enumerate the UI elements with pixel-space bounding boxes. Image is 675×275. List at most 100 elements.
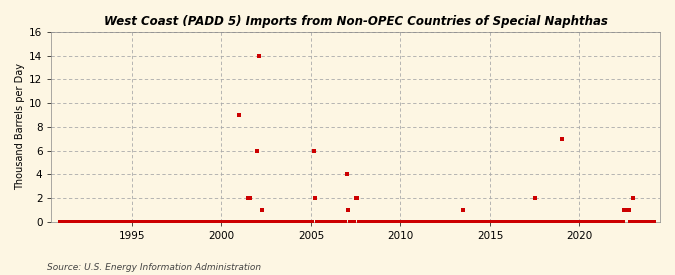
Point <box>507 219 518 224</box>
Point <box>259 219 270 224</box>
Point <box>465 219 476 224</box>
Point <box>495 219 506 224</box>
Point <box>338 219 349 224</box>
Point <box>635 219 646 224</box>
Point <box>234 113 245 117</box>
Point <box>434 219 445 224</box>
Point <box>243 196 254 200</box>
Point <box>258 219 269 224</box>
Point <box>146 219 157 224</box>
Point <box>572 219 583 224</box>
Point <box>583 219 594 224</box>
Point <box>228 219 239 224</box>
Point <box>562 219 573 224</box>
Point <box>191 219 202 224</box>
Point <box>630 219 641 224</box>
Point <box>132 219 143 224</box>
Point <box>151 219 161 224</box>
Point <box>170 219 181 224</box>
Point <box>186 219 197 224</box>
Point <box>325 219 335 224</box>
Point <box>331 219 342 224</box>
Point <box>612 219 622 224</box>
Point <box>313 219 324 224</box>
Point <box>273 219 284 224</box>
Point <box>481 219 492 224</box>
Point <box>125 219 136 224</box>
Point <box>110 219 121 224</box>
Point <box>137 219 148 224</box>
Point <box>449 219 460 224</box>
Point <box>474 219 485 224</box>
Point <box>209 219 219 224</box>
Point <box>516 219 526 224</box>
Point <box>348 219 358 224</box>
Point <box>119 219 130 224</box>
Point <box>340 219 351 224</box>
Point <box>417 219 428 224</box>
Y-axis label: Thousand Barrels per Day: Thousand Barrels per Day <box>15 63 25 190</box>
Point <box>158 219 169 224</box>
Point <box>223 219 234 224</box>
Point <box>227 219 238 224</box>
Point <box>207 219 218 224</box>
Point <box>342 172 352 177</box>
Point <box>452 219 462 224</box>
Point <box>107 219 118 224</box>
Point <box>165 219 176 224</box>
Point <box>504 219 515 224</box>
Point <box>94 219 105 224</box>
Point <box>225 219 236 224</box>
Point <box>385 219 396 224</box>
Point <box>597 219 608 224</box>
Point <box>58 219 69 224</box>
Point <box>61 219 72 224</box>
Point <box>281 219 292 224</box>
Point <box>307 219 318 224</box>
Point <box>201 219 212 224</box>
Point <box>101 219 112 224</box>
Point <box>78 219 88 224</box>
Point <box>306 219 317 224</box>
Point <box>599 219 610 224</box>
Point <box>523 219 534 224</box>
Point <box>547 219 558 224</box>
Point <box>528 219 539 224</box>
Point <box>410 219 421 224</box>
Point <box>371 219 382 224</box>
Point <box>343 208 354 212</box>
Point <box>389 219 400 224</box>
Point <box>321 219 331 224</box>
Point <box>335 219 346 224</box>
Point <box>549 219 560 224</box>
Point <box>194 219 205 224</box>
Point <box>487 219 498 224</box>
Point <box>130 219 140 224</box>
Point <box>456 219 467 224</box>
Point <box>255 219 266 224</box>
Point <box>414 219 425 224</box>
Point <box>55 219 65 224</box>
Point <box>279 219 290 224</box>
Point <box>295 219 306 224</box>
Point <box>121 219 132 224</box>
Point <box>144 219 155 224</box>
Point <box>136 219 146 224</box>
Point <box>88 219 99 224</box>
Point <box>545 219 556 224</box>
Point <box>244 196 255 200</box>
Point <box>360 219 371 224</box>
Point <box>400 219 410 224</box>
Point <box>65 219 76 224</box>
Point <box>598 219 609 224</box>
Point <box>206 219 217 224</box>
Point <box>202 219 213 224</box>
Point <box>476 219 487 224</box>
Point <box>356 219 367 224</box>
Point <box>477 219 488 224</box>
Point <box>83 219 94 224</box>
Point <box>238 219 249 224</box>
Point <box>68 219 79 224</box>
Point <box>246 219 256 224</box>
Point <box>359 219 370 224</box>
